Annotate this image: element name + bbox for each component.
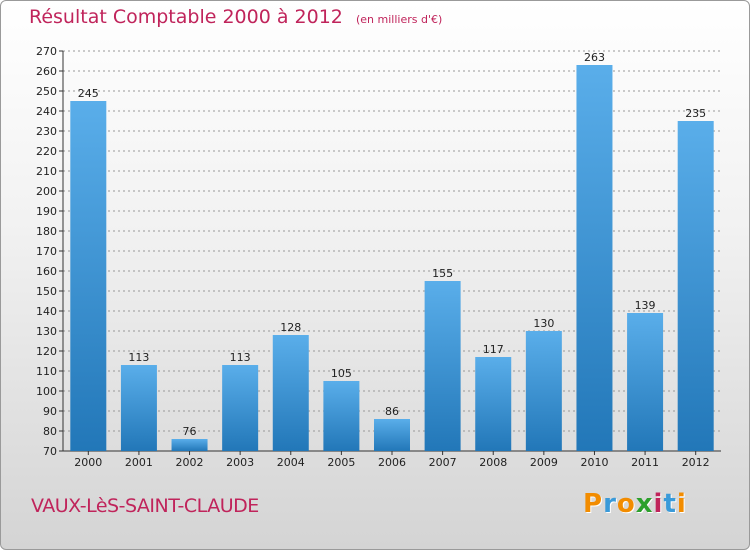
x-tick-label: 2011 [631, 456, 659, 469]
y-tick-label: 100 [36, 385, 57, 398]
bar-value-label: 263 [584, 51, 605, 64]
bar-value-label: 117 [483, 343, 504, 356]
bar-value-label: 130 [533, 317, 554, 330]
logo-letter: i [653, 489, 664, 519]
bar [374, 419, 410, 451]
bars [70, 65, 714, 451]
x-tick-label: 2008 [479, 456, 507, 469]
bar [120, 365, 157, 451]
bar [475, 357, 512, 451]
x-tick-label: 2002 [176, 456, 204, 469]
city-name: VAUX-LèS-SAINT-CLAUDE [31, 495, 259, 517]
grid [63, 50, 721, 452]
y-tick-label: 220 [36, 145, 57, 158]
bar-value-label: 139 [635, 299, 656, 312]
y-tick-label: 80 [43, 425, 57, 438]
x-tick-label: 2007 [429, 456, 457, 469]
y-tick-label: 70 [43, 445, 57, 458]
logo-letter: x [635, 489, 654, 519]
x-tick-label: 2005 [327, 456, 355, 469]
y-tick-label: 260 [36, 65, 57, 78]
y-tick-label: 230 [36, 125, 57, 138]
bar [171, 439, 208, 451]
y-tick-label: 130 [36, 325, 57, 338]
chart-title-block: Résultat Comptable 2000 à 2012 (en milli… [29, 6, 442, 28]
logo-letter: r [603, 489, 617, 519]
y-tick-label: 120 [36, 345, 57, 358]
x-tick-label: 2004 [277, 456, 305, 469]
y-tick-label: 240 [36, 105, 57, 118]
y-tick-label: 90 [43, 405, 57, 418]
bar [525, 331, 562, 451]
x-tick-label: 2000 [74, 456, 102, 469]
bar [677, 121, 714, 451]
y-tick-label: 270 [36, 45, 57, 58]
bar-value-label: 128 [280, 321, 301, 334]
x-tick-label: 2006 [378, 456, 406, 469]
chart-title: Résultat Comptable 2000 à 2012 [29, 6, 343, 28]
y-tick-label: 250 [36, 85, 57, 98]
logo-letter: i [676, 489, 687, 519]
x-tick-label: 2009 [530, 456, 558, 469]
x-tick-label: 2001 [125, 456, 153, 469]
bar-value-label: 245 [78, 87, 99, 100]
y-tick-label: 160 [36, 265, 57, 278]
bar-value-label: 76 [183, 425, 197, 438]
y-tick-label: 170 [36, 245, 57, 258]
x-tick-label: 2012 [682, 456, 710, 469]
y-tick-label: 150 [36, 285, 57, 298]
x-tick-label: 2003 [226, 456, 254, 469]
logo-letter: t [663, 489, 677, 519]
y-tick-label: 110 [36, 365, 57, 378]
bar-value-label: 155 [432, 267, 453, 280]
y-tick-label: 210 [36, 165, 57, 178]
bar-value-label: 105 [331, 367, 352, 380]
bar [70, 101, 107, 451]
bar-value-label: 113 [230, 351, 251, 364]
bar [323, 381, 360, 451]
labels: 245 2000 113 2001 76 2002 113 2003 128 2004 105 200… [74, 51, 709, 469]
y-tick-label: 200 [36, 185, 57, 198]
y-tick-label: 140 [36, 305, 57, 318]
proxiti-logo: Proxiti [583, 489, 687, 519]
logo-letter: o [616, 489, 636, 519]
bar [222, 365, 259, 451]
logo-letter: P [583, 489, 604, 519]
bar-value-label: 235 [685, 107, 706, 120]
bar [576, 65, 613, 451]
y-tick-label: 190 [36, 205, 57, 218]
bar-value-label: 86 [385, 405, 399, 418]
bar [272, 335, 309, 451]
bar [424, 281, 461, 451]
bar [627, 313, 664, 451]
y-tick-label: 180 [36, 225, 57, 238]
chart-subtitle: (en milliers d'€) [355, 13, 443, 26]
x-tick-label: 2010 [580, 456, 608, 469]
bar-value-label: 113 [128, 351, 149, 364]
